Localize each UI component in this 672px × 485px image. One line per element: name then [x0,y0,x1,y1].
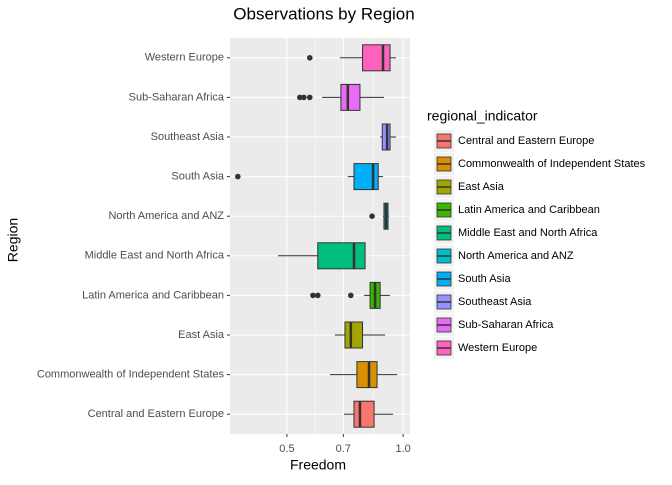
x-axis-label: Freedom [290,457,346,473]
box [340,83,361,111]
outlier [369,213,375,219]
legend-label: North America and ANZ [458,250,574,262]
legend-label: Western Europe [458,342,537,354]
y-axis-label: Region [5,218,21,262]
legend-label: East Asia [458,181,505,193]
x-tick-label: 1.0 [395,443,410,455]
outlier [310,292,316,299]
box [356,361,378,389]
plot-panel [230,38,410,434]
chart-title: Observations by Region [233,4,414,23]
legend-label: Sub-Saharan Africa [458,319,554,331]
outlier [306,94,313,101]
y-tick-label: Commonwealth of Independent States [37,369,225,381]
box [353,400,375,428]
outlier [301,94,307,101]
y-tick-label: Middle East and North Africa [85,250,225,262]
legend-label: Middle East and North Africa [458,227,598,239]
legend-label: Latin America and Caribbean [458,204,600,216]
y-tick-label: East Asia [178,329,225,341]
y-tick-label: North America and ANZ [108,210,224,222]
outlier [306,55,313,61]
legend-title: regional_indicator [427,108,538,124]
y-tick-label: Sub-Saharan Africa [129,91,225,103]
box [344,321,364,349]
y-tick-label: South Asia [171,171,224,183]
x-tick-label: 0.7 [336,443,351,455]
box [353,163,379,191]
box [362,44,391,72]
outlier [314,292,321,299]
outlier [348,292,354,299]
y-tick-label: Central and Eastern Europe [88,408,224,420]
legend-label: Commonwealth of Independent States [458,158,646,170]
y-tick-label: Western Europe [145,52,224,64]
legend-label: Southeast Asia [458,296,532,308]
y-tick-label: Southeast Asia [151,131,225,143]
legend-label: South Asia [458,273,511,285]
box [317,242,366,270]
y-tick-label: Latin America and Caribbean [82,289,224,301]
x-tick-label: 0.5 [279,443,294,455]
outlier [297,94,303,101]
legend-label: Central and Eastern Europe [458,135,594,147]
outlier [235,173,241,180]
